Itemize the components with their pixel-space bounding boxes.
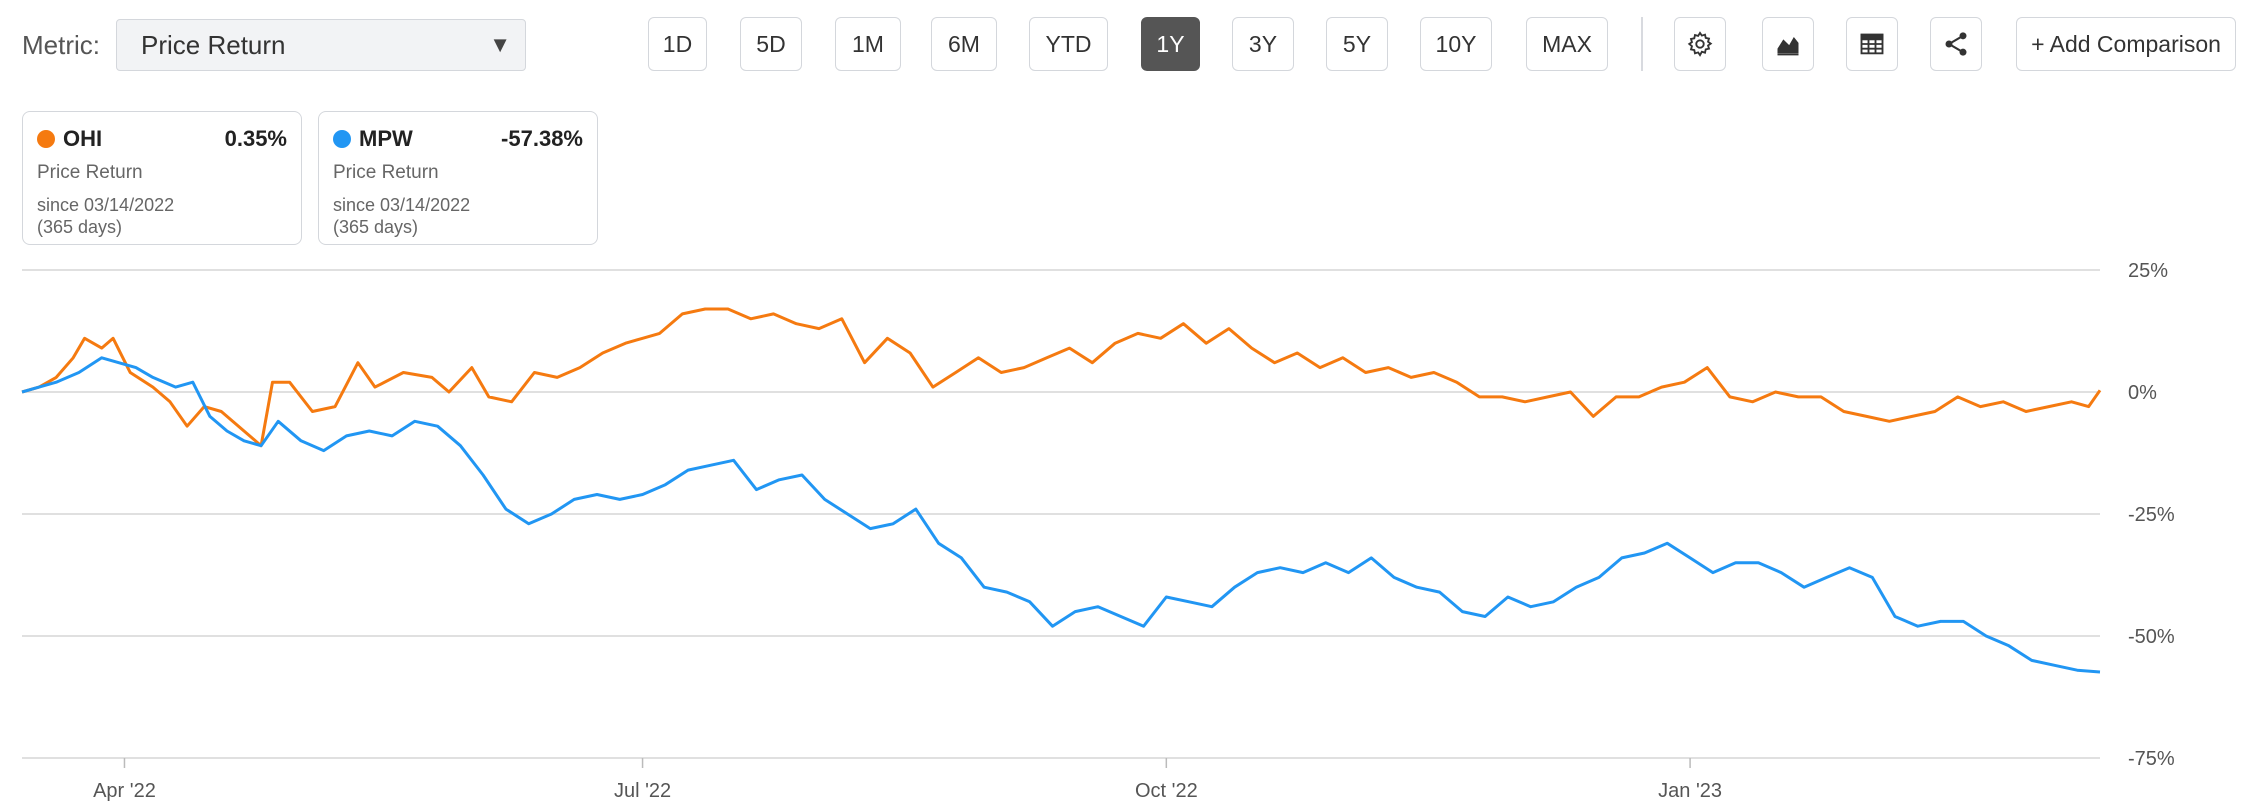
settings-button[interactable] xyxy=(1674,17,1726,71)
ticker-card-header: OHI 0.35% xyxy=(37,126,287,152)
share-button[interactable] xyxy=(1930,17,1982,71)
ticker-days: (365 days) xyxy=(37,217,123,237)
range-label: 1M xyxy=(852,30,884,57)
ticker-metric: Price Return xyxy=(333,162,439,183)
gear-icon xyxy=(1687,31,1713,57)
range-label: 6M xyxy=(948,30,980,57)
x-tick-label: Apr '22 xyxy=(93,780,156,802)
series-line-mpw xyxy=(21,356,2101,674)
x-tick-label: Oct '22 xyxy=(1135,780,1198,802)
range-label: 3Y xyxy=(1248,30,1278,57)
range-label: 10Y xyxy=(1435,30,1477,57)
range-label: YTD xyxy=(1045,30,1092,57)
ticker-card-ohi[interactable]: OHI 0.35% Price Return since 03/14/2022 … xyxy=(22,111,302,245)
table-icon xyxy=(1860,33,1884,55)
ticker-name-group: MPW xyxy=(333,126,413,152)
range-button-1y[interactable]: 1Y xyxy=(1141,17,1200,71)
ticker-since: since 03/14/2022 xyxy=(333,195,471,215)
range-button-ytd[interactable]: YTD xyxy=(1029,17,1108,71)
add-comparison-label: + Add Comparison xyxy=(2031,30,2221,57)
ticker-card-header: MPW -57.38% xyxy=(333,126,583,152)
share-icon xyxy=(1945,32,1967,56)
mpw-dot-icon xyxy=(333,130,351,148)
chart-type-button[interactable] xyxy=(1762,17,1814,71)
ticker-name-group: OHI xyxy=(37,126,102,152)
y-tick-label: 0% xyxy=(2128,382,2157,404)
range-label: 1D xyxy=(662,30,693,57)
ticker-days: (365 days) xyxy=(333,217,419,237)
x-tick-label: Jan '23 xyxy=(1658,780,1722,802)
range-button-1m[interactable]: 1M xyxy=(835,17,901,71)
ticker-symbol: OHI xyxy=(63,126,103,151)
y-tick-label: -75% xyxy=(2128,748,2175,770)
range-button-10y[interactable]: 10Y xyxy=(1420,17,1492,71)
chart-area-icon xyxy=(1777,37,1799,56)
ticker-period: since 03/14/2022 (365 days) xyxy=(333,194,583,238)
table-view-button[interactable] xyxy=(1846,17,1898,71)
ticker-return-value: 0.35% xyxy=(224,126,287,151)
y-tick-label: -25% xyxy=(2128,504,2175,526)
range-button-3y[interactable]: 3Y xyxy=(1232,17,1294,71)
y-tick-label: -50% xyxy=(2128,626,2175,648)
range-button-5y[interactable]: 5Y xyxy=(1326,17,1388,71)
range-button-5d[interactable]: 5D xyxy=(740,17,802,71)
ticker-period: since 03/14/2022 (365 days) xyxy=(37,194,287,238)
ticker-return-value: -57.38% xyxy=(501,126,583,151)
range-button-max[interactable]: MAX xyxy=(1526,17,1608,71)
range-button-6m[interactable]: 6M xyxy=(931,17,997,71)
range-button-1d[interactable]: 1D xyxy=(648,17,707,71)
range-label: 5Y xyxy=(1342,30,1372,57)
ticker-symbol: MPW xyxy=(359,126,413,151)
metric-dropdown-value: Price Return xyxy=(141,29,286,60)
metric-selector: Metric: Price Return ▼ xyxy=(22,18,526,72)
range-label: MAX xyxy=(1542,30,1592,57)
ticker-metric: Price Return xyxy=(37,162,143,183)
range-label: 5D xyxy=(756,30,786,57)
y-tick-label: 25% xyxy=(2128,260,2168,282)
metric-dropdown[interactable]: Price Return ▼ xyxy=(116,19,526,71)
price-return-chart[interactable]: 25% 0% -25% -50% -75% Apr '22 Jul '22 Oct '22 Ja… xyxy=(0,250,2243,806)
ticker-card-mpw[interactable]: MPW -57.38% Price Return since 03/14/202… xyxy=(318,111,598,245)
ohi-dot-icon xyxy=(37,130,55,148)
add-comparison-button[interactable]: + Add Comparison xyxy=(2016,17,2236,71)
ticker-since: since 03/14/2022 xyxy=(37,195,175,215)
series-line-ohi xyxy=(21,307,2102,448)
range-label: 1Y xyxy=(1156,30,1185,57)
caret-down-icon: ▼ xyxy=(489,32,511,57)
metric-label: Metric: xyxy=(22,29,100,60)
toolbar-divider xyxy=(1641,17,1643,71)
x-tick-label: Jul '22 xyxy=(614,780,671,802)
